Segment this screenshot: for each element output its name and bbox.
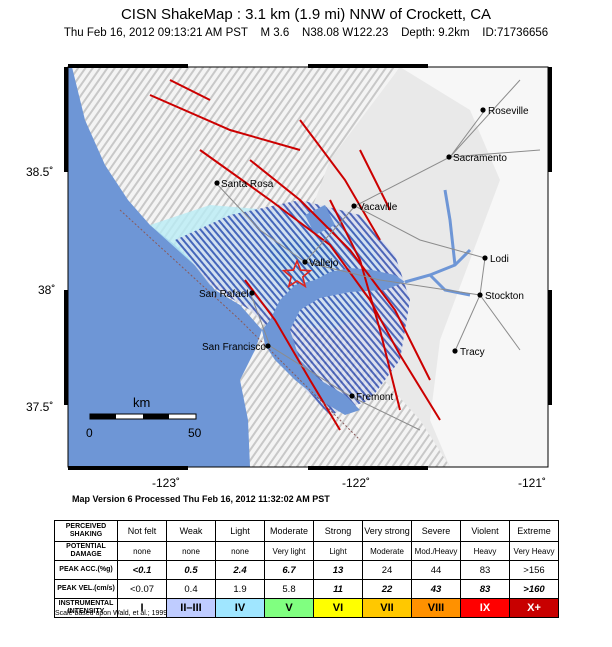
damage-cell: Very light [264,541,314,561]
svg-text:0: 0 [86,426,93,440]
svg-text:Fremont: Fremont [356,392,393,403]
scale-reference-note: Scale based upon Wald, et al.; 1999 [55,610,168,617]
svg-text:Roseville: Roseville [488,106,529,117]
star-icon [281,258,313,289]
vel-cell: 83 [460,579,510,599]
damage-cell: Very Heavy [509,541,559,561]
row-head: PERCEIVED SHAKING [54,520,118,542]
vel-cell: 0.4 [166,579,216,599]
lat-label-38: 38˚ [38,283,56,297]
intensity-cell: VII [362,598,412,618]
city-markers: Roseville Sacramento Santa Rosa Vacavill… [199,106,529,403]
acc-cell: >156 [509,560,559,580]
row-head: PEAK VEL.(cm/s) [54,579,118,599]
city-lodi: Lodi [482,254,509,265]
city-san-francisco: San Francisco [202,342,271,353]
city-roseville: Roseville [480,106,529,117]
damage-cell: none [215,541,265,561]
acc-cell: 6.7 [264,560,314,580]
row-head: POTENTIAL DAMAGE [54,541,118,561]
vel-cell: 22 [362,579,412,599]
damage-cell: none [166,541,216,561]
acc-cell: 83 [460,560,510,580]
city-sacramento: Sacramento [446,153,507,164]
acc-cell: 0.5 [166,560,216,580]
processed-note: Map Version 6 Processed Thu Feb 16, 2012… [72,494,330,504]
svg-text:San Rafael: San Rafael [199,289,248,300]
city-fremont: Fremont [349,392,393,403]
svg-text:Lodi: Lodi [490,254,509,265]
vel-cell: <0.07 [117,579,167,599]
shaking-cell: Strong [313,520,363,542]
scale-bar: km 0 50 [86,395,202,440]
lon-label-123: -123˚ [152,476,181,490]
acc-cell: 24 [362,560,412,580]
vel-cell: 11 [313,579,363,599]
shaking-cell: Severe [411,520,461,542]
svg-text:Stockton: Stockton [485,291,524,302]
acc-cell: 2.4 [215,560,265,580]
svg-text:Sacramento: Sacramento [453,153,507,164]
lat-label-38-5: 38.5˚ [26,165,54,179]
shaking-cell: Weak [166,520,216,542]
damage-cell: none [117,541,167,561]
shaking-cell: Very strong [362,520,412,542]
city-santa-rosa: Santa Rosa [214,179,274,190]
potential-damage-row: POTENTIAL DAMAGE none none none Very ligh… [54,541,559,561]
peak-acc-row: PEAK ACC.(%g) <0.1 0.5 2.4 6.7 13 24 44 … [54,560,559,580]
svg-text:km: km [133,395,150,410]
frame-ticks [64,64,552,470]
row-head: PEAK ACC.(%g) [54,560,118,580]
sierra-foothills [400,67,548,467]
perceived-shaking-row: PERCEIVED SHAKING Not felt Weak Light Mod… [54,520,559,542]
acc-cell: <0.1 [117,560,167,580]
damage-cell: Light [313,541,363,561]
acc-cell: 44 [411,560,461,580]
intensity-cell: II–III [166,598,216,618]
intensity-cell: X+ [509,598,559,618]
shaking-cell: Violent [460,520,510,542]
vel-cell: 1.9 [215,579,265,599]
intensity-cell: VI [313,598,363,618]
intensity-cell: IV [215,598,265,618]
intensity-legend: PERCEIVED SHAKING Not felt Weak Light Mod… [54,520,559,618]
intensity-cell: VIII [411,598,461,618]
damage-cell: Heavy [460,541,510,561]
lon-label-122: -122˚ [342,476,371,490]
city-san-rafael: San Rafael [199,289,255,300]
city-vacaville: Vacaville [351,202,398,213]
acc-cell: 13 [313,560,363,580]
shakemap-svg: Roseville Sacramento Santa Rosa Vacavill… [64,64,552,470]
svg-text:50: 50 [188,426,202,440]
damage-cell: Moderate [362,541,412,561]
vel-cell: >160 [509,579,559,599]
vel-cell: 5.8 [264,579,314,599]
peak-vel-row: PEAK VEL.(cm/s) <0.07 0.4 1.9 5.8 11 22 … [54,579,559,599]
lon-label-121: -121˚ [518,476,547,490]
city-vallejo: Vallejo [302,258,339,269]
shaking-cell: Light [215,520,265,542]
shaking-cell: Moderate [264,520,314,542]
map-title: CISN ShakeMap : 3.1 km (1.9 mi) NNW of C… [120,6,492,23]
intensity-cell: IX [460,598,510,618]
row-head: INSTRUMENTAL INTENSITY [54,598,118,618]
svg-text:San Francisco: San Francisco [202,342,266,353]
damage-cell: Mod./Heavy [411,541,461,561]
event-info: Thu Feb 16, 2012 09:13:21 AM PST M 3.6 N… [63,27,549,39]
instrumental-intensity-row: INSTRUMENTAL INTENSITY I II–III IV V VI V… [54,598,559,618]
svg-text:Tracy: Tracy [460,347,485,358]
lat-label-37-5: 37.5˚ [26,400,54,414]
svg-text:Vallejo: Vallejo [309,258,339,269]
city-tracy: Tracy [452,347,485,358]
intensity-cell: V [264,598,314,618]
ocean [68,67,262,467]
svg-text:Vacaville: Vacaville [358,202,398,213]
city-stockton: Stockton [477,291,524,302]
shaking-cell: Extreme [509,520,559,542]
svg-text:Santa Rosa: Santa Rosa [221,179,274,190]
vel-cell: 43 [411,579,461,599]
shaking-cell: Not felt [117,520,167,542]
